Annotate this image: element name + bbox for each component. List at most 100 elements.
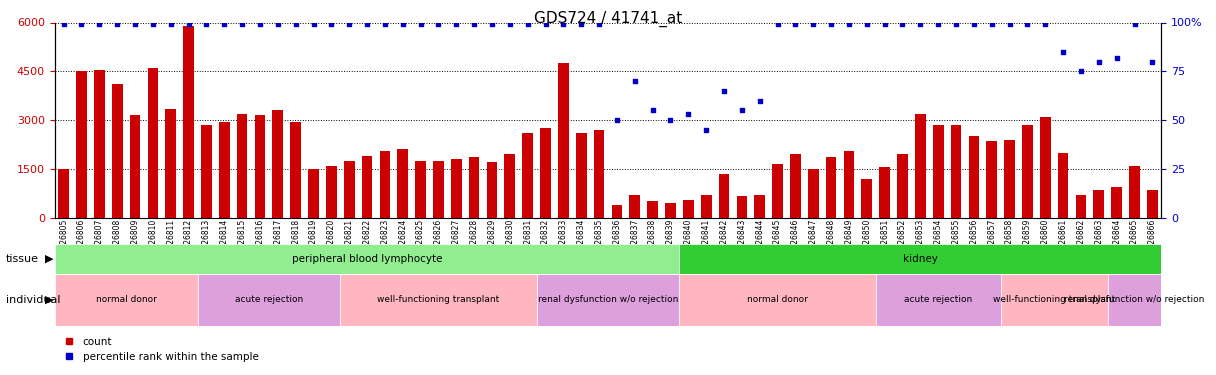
Point: [643, 107, 663, 113]
Point: [590, 21, 609, 27]
Point: [411, 21, 430, 27]
Point: [1018, 21, 1037, 27]
Bar: [612, 204, 623, 218]
Point: [804, 21, 823, 27]
Bar: [165, 109, 176, 217]
Bar: [254, 115, 265, 218]
Point: [321, 21, 340, 27]
FancyBboxPatch shape: [876, 274, 1001, 326]
Point: [732, 107, 751, 113]
Point: [250, 21, 270, 27]
Point: [1090, 58, 1109, 64]
FancyBboxPatch shape: [680, 244, 1161, 274]
Bar: [184, 26, 193, 217]
Point: [625, 78, 644, 84]
Text: kidney: kidney: [903, 254, 938, 264]
Point: [143, 21, 163, 27]
Point: [72, 21, 91, 27]
Point: [465, 21, 484, 27]
Bar: [700, 195, 711, 217]
Point: [679, 111, 698, 117]
Bar: [326, 165, 337, 218]
Point: [376, 21, 395, 27]
Bar: [790, 154, 801, 218]
Bar: [486, 162, 497, 218]
Point: [553, 21, 573, 27]
Bar: [807, 169, 818, 217]
Bar: [1004, 140, 1015, 218]
Point: [197, 21, 216, 27]
Bar: [576, 133, 586, 218]
Bar: [219, 122, 230, 218]
Point: [1000, 21, 1019, 27]
Point: [946, 21, 966, 27]
Bar: [861, 178, 872, 218]
Point: [983, 21, 1002, 27]
Bar: [361, 156, 372, 218]
Text: well-functioning transplant: well-functioning transplant: [377, 296, 500, 304]
Point: [572, 21, 591, 27]
Bar: [593, 130, 604, 218]
Bar: [683, 200, 693, 217]
Legend: count, percentile rank within the sample: count, percentile rank within the sample: [60, 333, 263, 366]
Bar: [719, 174, 730, 217]
Bar: [1093, 190, 1104, 217]
FancyBboxPatch shape: [536, 274, 680, 326]
Bar: [897, 154, 908, 218]
Point: [714, 88, 733, 94]
Bar: [951, 125, 962, 217]
Point: [483, 21, 502, 27]
Point: [786, 21, 805, 27]
Point: [839, 21, 858, 27]
Point: [90, 21, 109, 27]
Point: [161, 21, 180, 27]
Point: [268, 21, 287, 27]
Point: [964, 21, 984, 27]
Bar: [879, 167, 890, 217]
Bar: [94, 70, 105, 217]
Bar: [1111, 187, 1122, 218]
Bar: [237, 114, 248, 218]
Bar: [201, 125, 212, 217]
Text: acute rejection: acute rejection: [235, 296, 303, 304]
Text: well-functioning transplant: well-functioning transplant: [993, 296, 1115, 304]
Bar: [379, 151, 390, 217]
Bar: [130, 115, 140, 218]
Point: [911, 21, 930, 27]
Bar: [433, 160, 444, 218]
Bar: [968, 136, 979, 218]
Bar: [1130, 165, 1139, 218]
Text: normal donor: normal donor: [747, 296, 807, 304]
Point: [214, 21, 233, 27]
Bar: [398, 149, 409, 217]
Point: [518, 21, 537, 27]
Text: renal dysfunction w/o rejection: renal dysfunction w/o rejection: [537, 296, 679, 304]
Bar: [630, 195, 640, 217]
FancyBboxPatch shape: [1108, 274, 1161, 326]
Text: ▶: ▶: [45, 254, 54, 264]
Bar: [558, 63, 569, 217]
Point: [500, 21, 519, 27]
Bar: [469, 158, 479, 218]
Point: [54, 21, 73, 27]
FancyBboxPatch shape: [55, 244, 680, 274]
Bar: [933, 125, 944, 217]
Point: [660, 117, 680, 123]
Bar: [844, 151, 855, 217]
Point: [750, 98, 770, 104]
Bar: [1147, 190, 1158, 217]
Point: [179, 21, 198, 27]
Point: [446, 21, 466, 27]
Bar: [58, 169, 69, 217]
Bar: [451, 159, 462, 218]
Point: [697, 127, 716, 133]
Point: [1036, 21, 1055, 27]
Text: renal dysfunction w/o rejection: renal dysfunction w/o rejection: [1064, 296, 1205, 304]
Text: ▶: ▶: [45, 295, 54, 305]
Bar: [505, 154, 516, 218]
Point: [304, 21, 323, 27]
Point: [339, 21, 359, 27]
Bar: [1023, 125, 1032, 217]
Point: [429, 21, 449, 27]
Point: [874, 21, 894, 27]
